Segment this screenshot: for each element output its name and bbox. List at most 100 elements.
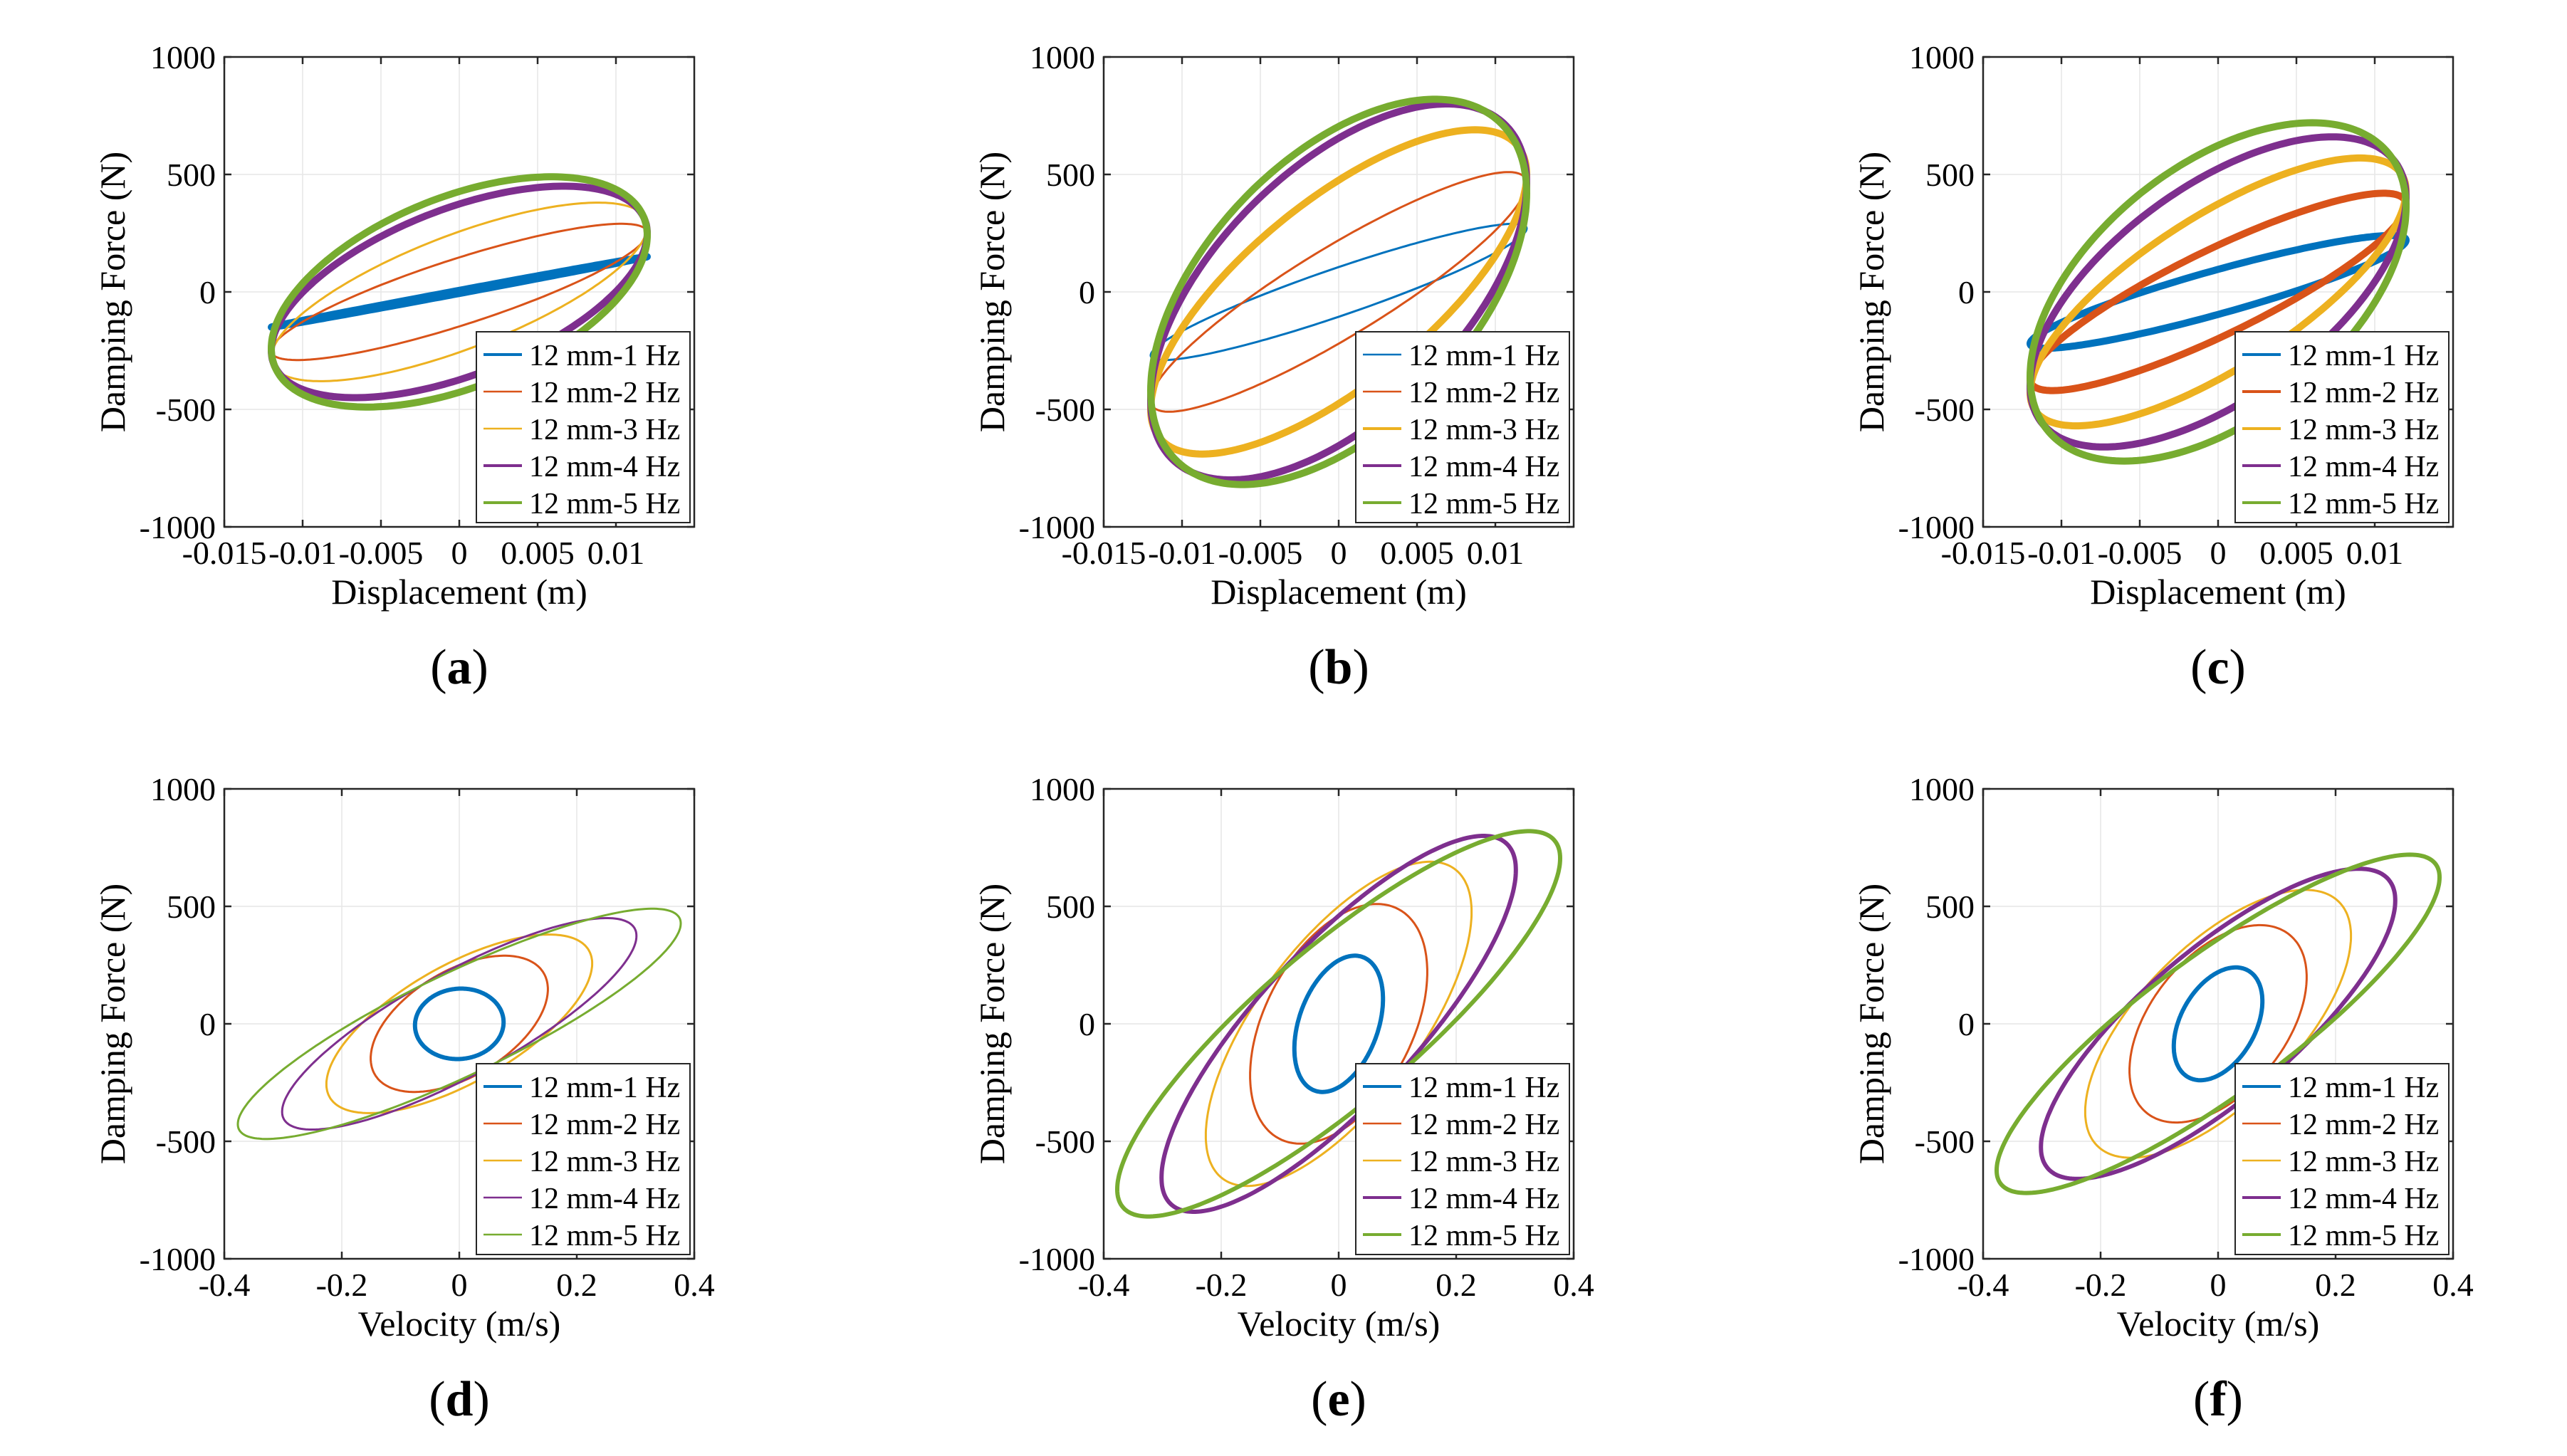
x-tick-label: 0 [2210, 1267, 2227, 1303]
legend: 12 mm-1 Hz 12 mm-2 Hz 12 mm-3 Hz 12 mm-4 Hz… [1355, 331, 1570, 523]
panel-letter: a [447, 640, 472, 695]
legend-label-3: 12 mm-3 Hz [529, 1146, 680, 1178]
series-group [236, 907, 682, 1141]
legend-label-2: 12 mm-2 Hz [529, 377, 680, 409]
legend-label-1: 12 mm-1 Hz [1408, 340, 1559, 372]
y-tick-label: -500 [1915, 1124, 1975, 1160]
y-tick-label: -1000 [1898, 509, 1975, 545]
y-tick-label: 500 [1925, 889, 1975, 925]
chart-panel-b: -0.015 -0.01 -0.005 0 0.005 0.01 -1000 -500 0 500… [972, 39, 1575, 695]
series-line-1 [2171, 965, 2265, 1083]
y-tick-label: -500 [156, 1124, 216, 1160]
legend-label-1: 12 mm-1 Hz [2288, 1072, 2439, 1104]
x-tick-label: -0.2 [2075, 1267, 2127, 1303]
legend-label-2: 12 mm-2 Hz [1408, 1109, 1559, 1141]
y-tick-label: -1000 [140, 1241, 216, 1277]
x-tick-label: -0.01 [1148, 535, 1216, 571]
x-tick-label: 0 [2210, 535, 2227, 571]
y-tick-label: -500 [1915, 392, 1975, 428]
legend-box [476, 1063, 691, 1255]
y-tick-label: -500 [1035, 392, 1095, 428]
x-tick-label: 0.2 [2315, 1267, 2356, 1303]
y-tick-label: 0 [199, 1006, 216, 1042]
legend-label-5: 12 mm-5 Hz [1408, 1220, 1559, 1252]
x-tick-label: 0 [1331, 535, 1347, 571]
y-tick-label: 500 [167, 157, 216, 193]
x-tick-label: 0.2 [556, 1267, 597, 1303]
y-axis-label: Damping Force (N) [1851, 884, 1891, 1164]
series-line-2 [370, 954, 549, 1094]
x-tick-label: -0.005 [339, 535, 424, 571]
panel-label: (e) [1311, 1372, 1366, 1427]
y-tick-label: 1000 [150, 39, 216, 75]
legend-label-1: 12 mm-1 Hz [529, 1072, 680, 1104]
legend: 12 mm-1 Hz 12 mm-2 Hz 12 mm-3 Hz 12 mm-4 Hz… [476, 331, 691, 523]
legend-box [1355, 1063, 1570, 1255]
y-tick-label: -1000 [140, 509, 216, 545]
y-tick-label: 0 [1958, 1006, 1975, 1042]
x-tick-label: 0.005 [501, 535, 575, 571]
y-tick-label: 0 [199, 274, 216, 310]
legend-label-2: 12 mm-2 Hz [2288, 377, 2439, 409]
y-tick-label: 500 [167, 889, 216, 925]
panel-letter: b [1325, 640, 1353, 695]
x-axis-label: Displacement (m) [2090, 572, 2346, 612]
legend-label-3: 12 mm-3 Hz [1408, 1146, 1559, 1178]
y-axis-label: Damping Force (N) [972, 152, 1012, 432]
y-tick-label: 1000 [1030, 39, 1095, 75]
chart-panel-c: -0.015 -0.01 -0.005 0 0.005 0.01 -1000 -500 0 500… [1851, 39, 2454, 695]
legend-label-2: 12 mm-2 Hz [529, 1109, 680, 1141]
legend-label-4: 12 mm-4 Hz [2288, 451, 2439, 483]
series-line-5 [1115, 829, 1562, 1219]
x-tick-label: 0.01 [1467, 535, 1525, 571]
y-axis-label: Damping Force (N) [93, 884, 132, 1164]
legend: 12 mm-1 Hz 12 mm-2 Hz 12 mm-3 Hz 12 mm-4 Hz… [2234, 1063, 2450, 1255]
y-tick-label: -500 [1035, 1124, 1095, 1160]
x-axis-label: Displacement (m) [1211, 572, 1467, 612]
series-line-3 [1147, 126, 1530, 458]
legend-label-4: 12 mm-4 Hz [529, 1183, 680, 1215]
x-tick-label: -0.01 [2027, 535, 2096, 571]
legend-label-1: 12 mm-1 Hz [1408, 1072, 1559, 1104]
x-tick-label: 0.4 [1553, 1267, 1594, 1303]
x-tick-label: -0.4 [1078, 1267, 1130, 1303]
panel-label: (c) [2190, 640, 2246, 695]
series-line-2 [270, 222, 649, 362]
y-tick-label: -500 [156, 392, 216, 428]
y-axis-label: Damping Force (N) [972, 884, 1012, 1164]
legend: 12 mm-1 Hz 12 mm-2 Hz 12 mm-3 Hz 12 mm-4 Hz… [476, 1063, 691, 1255]
legend-box [2234, 1063, 2450, 1255]
series-line-3 [2027, 154, 2410, 430]
legend-label-5: 12 mm-5 Hz [529, 1220, 680, 1252]
x-tick-label: -0.015 [1062, 535, 1146, 571]
x-axis-label: Displacement (m) [331, 572, 587, 612]
x-tick-label: -0.015 [182, 535, 267, 571]
x-tick-label: -0.005 [2098, 535, 2182, 571]
series-group [2027, 119, 2410, 465]
chart-panel-a: -0.015 -0.01 -0.005 0 0.005 0.01 -1000 -500 0 500… [93, 39, 696, 695]
x-tick-label: -0.4 [199, 1267, 251, 1303]
legend-label-5: 12 mm-5 Hz [1408, 488, 1559, 520]
panel-label: (d) [429, 1372, 490, 1427]
panel-letter: d [446, 1372, 474, 1427]
legend-label-1: 12 mm-1 Hz [529, 340, 680, 372]
legend-box [476, 331, 691, 523]
y-tick-label: -1000 [1898, 1241, 1975, 1277]
x-tick-label: 0.4 [2432, 1267, 2474, 1303]
series-line-5 [268, 173, 651, 411]
x-tick-label: -0.2 [316, 1267, 368, 1303]
panel-label: (a) [430, 640, 488, 695]
x-tick-label: 0.01 [2346, 535, 2404, 571]
x-tick-label: 0 [451, 1267, 468, 1303]
series-line-4 [281, 917, 638, 1131]
y-tick-label: 1000 [1909, 39, 1975, 75]
legend-label-3: 12 mm-3 Hz [2288, 1146, 2439, 1178]
y-tick-label: 0 [1079, 274, 1095, 310]
y-tick-label: 1000 [1030, 771, 1095, 807]
panel-letter: e [1327, 1372, 1349, 1427]
panel-label: (b) [1308, 640, 1369, 695]
legend-label-5: 12 mm-5 Hz [529, 488, 680, 520]
x-tick-label: -0.005 [1218, 535, 1303, 571]
y-tick-label: 0 [1079, 1006, 1095, 1042]
